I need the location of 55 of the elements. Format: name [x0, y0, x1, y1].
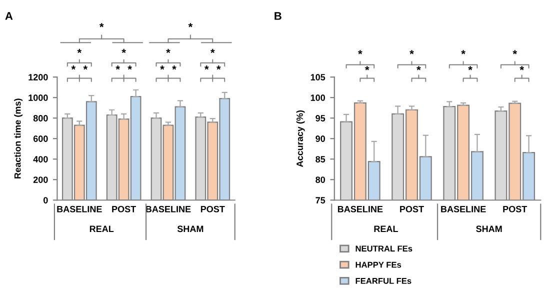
y-tick-label: 105	[310, 74, 326, 80]
text: *	[358, 50, 362, 54]
text: *	[204, 66, 209, 70]
y-tick-label: 85	[316, 156, 326, 162]
text: SHAM	[177, 226, 204, 232]
y-tick-label: 80	[316, 176, 326, 183]
y-tick-label: 800	[33, 115, 48, 122]
x-tick-label: BASELINE	[441, 206, 486, 212]
text: *	[172, 66, 176, 70]
x-tick-label: BASELINE	[146, 206, 191, 212]
text: *	[99, 23, 104, 28]
text: *	[512, 50, 518, 54]
y-tick-label: 95	[316, 115, 326, 122]
text: *	[520, 66, 524, 70]
text: REAL	[374, 226, 398, 232]
text: REAL	[90, 226, 114, 232]
y-tick-label: 90	[316, 136, 326, 142]
text: *	[166, 48, 170, 54]
x-tick-label: POST	[400, 206, 424, 212]
y-tick-label: 400	[33, 156, 48, 162]
y-tick-label: 100	[310, 94, 326, 101]
text: *	[160, 66, 164, 70]
x-tick-label: BASELINE	[57, 206, 102, 212]
chart-title: A	[5, 12, 13, 20]
y-tick-label: 1200	[28, 74, 48, 80]
text: *	[83, 66, 88, 70]
y-axis-title: Accuracy (%)	[296, 110, 305, 167]
text: *	[128, 66, 132, 70]
legend-label: HAPPY FEs	[356, 262, 402, 268]
x-tick-label: POST	[200, 206, 225, 212]
legend-label: NEUTRAL FEs	[356, 246, 412, 252]
chart-title: B	[274, 12, 282, 20]
text: *	[71, 66, 76, 70]
text: *	[122, 48, 126, 54]
legend-label: FEARFUL FEs	[356, 278, 412, 284]
text: *	[468, 66, 472, 70]
y-tick-label: 75	[316, 197, 326, 204]
y-tick-label: 600	[33, 136, 48, 142]
text: *	[365, 66, 370, 70]
text: SHAM	[476, 226, 502, 232]
y-axis-title: Reaction time (ms)	[14, 98, 23, 178]
text: *	[77, 48, 82, 54]
x-tick-label: BASELINE	[338, 206, 383, 212]
text: *	[210, 48, 215, 54]
x-tick-label: POST	[503, 206, 528, 212]
text: *	[216, 66, 221, 70]
text: *	[416, 66, 421, 70]
y-tick-label: 0	[44, 197, 48, 204]
x-tick-label: POST	[112, 206, 136, 212]
text: *	[116, 66, 120, 70]
text: *	[188, 23, 193, 28]
text: *	[410, 50, 414, 54]
y-tick-label: 1000	[28, 94, 48, 101]
text: *	[461, 50, 466, 54]
y-tick-label: 200	[33, 176, 48, 183]
